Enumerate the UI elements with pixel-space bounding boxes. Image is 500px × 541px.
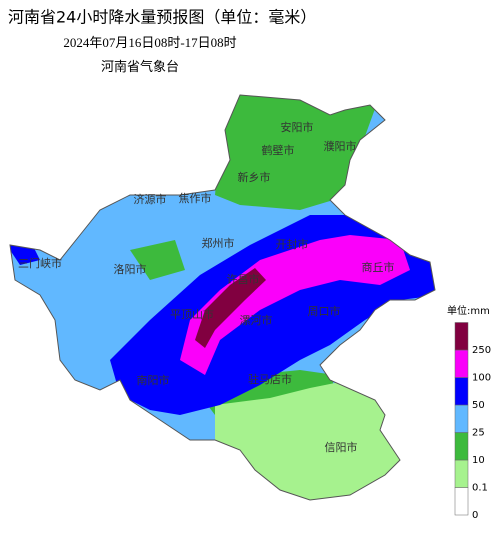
city-label: 郑州市: [202, 236, 235, 250]
legend-swatch: [454, 322, 469, 351]
rain-map: [10, 95, 435, 500]
city-label: 商丘市: [362, 260, 395, 274]
legend-swatch: [454, 404, 469, 433]
legend-label: 0.1: [472, 483, 488, 494]
issuer: 河南省气象台: [101, 59, 179, 74]
title: 河南省24小时降水量预报图（单位：毫米）: [8, 8, 316, 27]
city-label: 开封市: [276, 237, 309, 251]
city-label: 焦作市: [179, 191, 212, 205]
area-250: [195, 268, 266, 348]
legend-label: 100: [472, 373, 491, 384]
legend-swatch: [454, 459, 469, 488]
city-label: 济源市: [134, 192, 167, 206]
area-10-25: [130, 240, 185, 280]
city-label: 洛阳市: [114, 262, 147, 276]
city-label: 漯河市: [240, 313, 273, 327]
city-label: 鹤壁市: [262, 143, 295, 157]
city-label: 新乡市: [238, 170, 271, 184]
province-border: [9, 94, 436, 501]
city-label: 南阳市: [137, 373, 170, 387]
legend-swatch: [454, 432, 469, 461]
city-label: 驻马店市: [248, 372, 292, 386]
area-10-25: [215, 95, 380, 210]
area-01-10: [215, 382, 400, 500]
area-100-250: [180, 235, 410, 375]
city-label: 濮阳市: [324, 139, 357, 153]
subtitle: 2024年07月16日08时-17日08时: [63, 35, 236, 50]
legend-swatch: [454, 487, 469, 516]
city-label: 三门峡市: [18, 256, 62, 270]
legend-swatch: [454, 349, 469, 378]
city-label: 周口市: [308, 304, 341, 318]
legend-label: 25: [472, 428, 485, 439]
legend-unit: 单位:mm: [447, 304, 490, 317]
city-label: 平顶山市: [170, 307, 214, 321]
city-label: 信阳市: [325, 440, 358, 454]
city-label: 许昌市: [227, 272, 260, 286]
legend-swatch: [454, 377, 469, 406]
legend-label: 50: [472, 400, 485, 411]
city-label: 安阳市: [281, 120, 314, 134]
legend: 单位:mm 0 0.1 10 25 50 100 250: [447, 304, 491, 521]
legend-label: 250: [472, 345, 491, 356]
legend-label: 10: [472, 455, 485, 466]
legend-label: 0: [472, 510, 478, 521]
